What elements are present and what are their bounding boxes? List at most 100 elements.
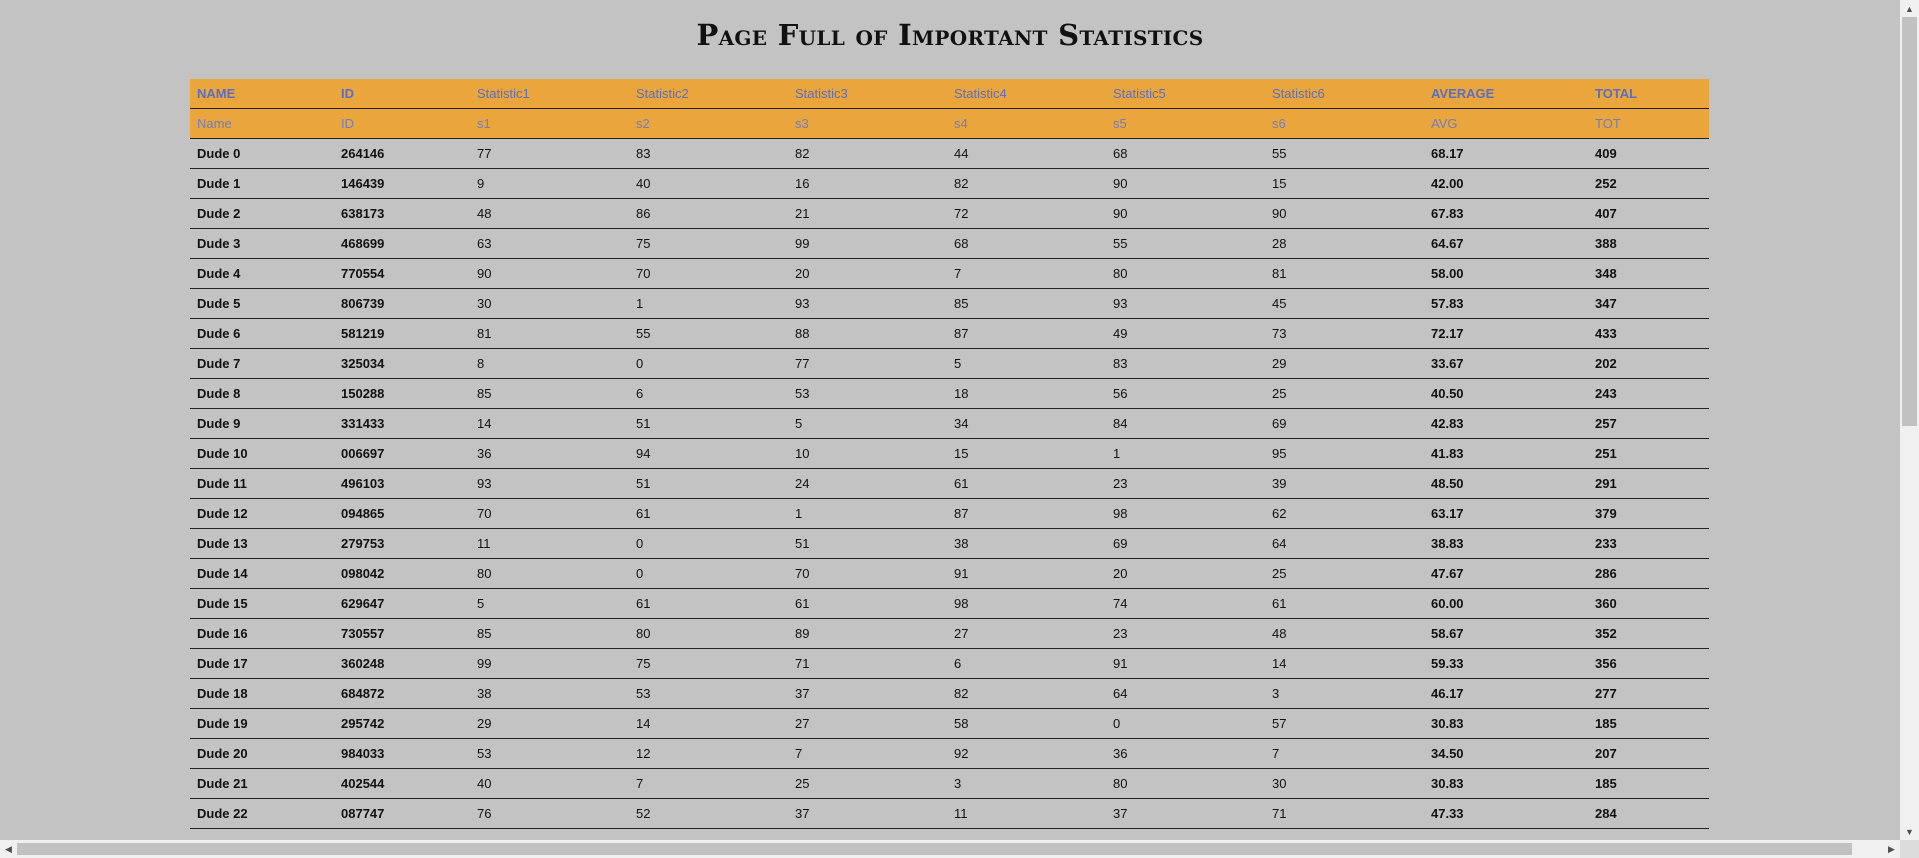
table-cell: 98: [1106, 498, 1265, 529]
table-cell: 24: [788, 468, 947, 499]
table-cell: 356: [1588, 648, 1709, 679]
table-cell: 243: [1588, 378, 1709, 409]
table-cell: Dude 8: [190, 378, 334, 409]
triangle-right-icon[interactable]: ▶: [1888, 843, 1895, 854]
table-cell: 9: [470, 168, 629, 199]
triangle-left-icon[interactable]: ◀: [5, 843, 12, 854]
horizontal-scroll-thumb[interactable]: [17, 843, 1852, 855]
table-cell: 0: [629, 348, 788, 379]
table-cell: 18: [947, 378, 1106, 409]
table-row: Dude 18 684872 38 53 37 82 64 3 46.17 277: [190, 678, 1709, 709]
table-cell: 55: [1106, 228, 1265, 259]
table-cell: 0: [629, 558, 788, 589]
column-code: TOT: [1588, 108, 1709, 139]
table-cell: Dude 22: [190, 798, 334, 829]
table-cell: 84: [1106, 408, 1265, 439]
table-cell: 60.00: [1424, 588, 1588, 619]
table-cell: 90: [470, 258, 629, 289]
table-cell: 44: [947, 138, 1106, 169]
table-cell: 99: [788, 228, 947, 259]
table-cell: 402544: [334, 768, 470, 799]
triangle-down-icon[interactable]: ▼: [1905, 826, 1914, 837]
table-row: Dude 22 087747 76 52 37 11 37 71 47.33 284: [190, 798, 1709, 829]
scrollbar-corner: [1900, 840, 1919, 858]
table-cell: Dude 3: [190, 228, 334, 259]
table-cell: 496103: [334, 468, 470, 499]
table-cell: 91: [1106, 648, 1265, 679]
table-cell: 42.00: [1424, 168, 1588, 199]
table-cell: 90: [1106, 168, 1265, 199]
table-cell: 984033: [334, 738, 470, 769]
table-cell: 53: [470, 738, 629, 769]
vertical-scrollbar[interactable]: ▲ ▼: [1900, 0, 1919, 840]
table-cell: 379: [1588, 498, 1709, 529]
table-row: Dude 2 638173 48 86 21 72 90 90 67.83 407: [190, 198, 1709, 229]
table-cell: 93: [788, 288, 947, 319]
table-cell: 81: [1265, 258, 1424, 289]
table-cell: 5: [947, 348, 1106, 379]
table-cell: 71: [788, 648, 947, 679]
table-cell: 93: [470, 468, 629, 499]
table-cell: 27: [947, 618, 1106, 649]
table-cell: 277: [1588, 678, 1709, 709]
table-cell: 233: [1588, 528, 1709, 559]
table-cell: 468699: [334, 228, 470, 259]
table-cell: Dude 12: [190, 498, 334, 529]
table-cell: Dude 7: [190, 348, 334, 379]
table-cell: 85: [470, 618, 629, 649]
table-cell: 95: [1265, 438, 1424, 469]
table-body: Dude 0 264146 77 83 82 44 68 55 68.17 409 Dude 1 14…: [190, 138, 1709, 829]
table-cell: 57: [1265, 708, 1424, 739]
table-cell: 7: [1265, 738, 1424, 769]
table-cell: 48: [470, 198, 629, 229]
table-cell: 69: [1106, 528, 1265, 559]
table-row: Dude 10 006697 36 94 10 15 1 95 41.83 251: [190, 438, 1709, 469]
table-cell: 360: [1588, 588, 1709, 619]
table-cell: 388: [1588, 228, 1709, 259]
table-cell: 87: [947, 318, 1106, 349]
table-cell: 58.00: [1424, 258, 1588, 289]
table-cell: 71: [1265, 798, 1424, 829]
table-cell: Dude 1: [190, 168, 334, 199]
table-cell: 146439: [334, 168, 470, 199]
table-cell: 94: [629, 438, 788, 469]
table-row: Dude 5 806739 30 1 93 85 93 45 57.83 347: [190, 288, 1709, 319]
table-cell: Dude 17: [190, 648, 334, 679]
table-cell: 1: [1106, 438, 1265, 469]
table-cell: 098042: [334, 558, 470, 589]
table-cell: 38.83: [1424, 528, 1588, 559]
table-cell: 51: [788, 528, 947, 559]
table-cell: Dude 11: [190, 468, 334, 499]
table-cell: 80: [629, 618, 788, 649]
table-row: Dude 12 094865 70 61 1 87 98 62 63.17 379: [190, 498, 1709, 529]
statistics-table: NAME ID Statistic1 Statistic2 Statistic3 Stat…: [190, 79, 1709, 829]
vertical-scroll-thumb[interactable]: [1902, 17, 1917, 426]
table-cell: 64.67: [1424, 228, 1588, 259]
table-cell: 25: [1265, 378, 1424, 409]
table-cell: 3: [1265, 678, 1424, 709]
table-cell: 20: [788, 258, 947, 289]
table-cell: 1: [629, 288, 788, 319]
table-cell: 68.17: [1424, 138, 1588, 169]
table-cell: Dude 9: [190, 408, 334, 439]
table-cell: 90: [1106, 198, 1265, 229]
table-row: Dude 3 468699 63 75 99 68 55 28 64.67 388: [190, 228, 1709, 259]
table-cell: 38: [947, 528, 1106, 559]
table-cell: 5: [788, 408, 947, 439]
table-cell: 20: [1106, 558, 1265, 589]
table-row: Dude 6 581219 81 55 88 87 49 73 72.17 433: [190, 318, 1709, 349]
horizontal-scrollbar[interactable]: ◀ ▶: [0, 840, 1900, 858]
table-cell: 72.17: [1424, 318, 1588, 349]
table-cell: 45: [1265, 288, 1424, 319]
table-cell: 77: [470, 138, 629, 169]
table-cell: 55: [629, 318, 788, 349]
table-cell: Dude 10: [190, 438, 334, 469]
table-cell: 61: [629, 498, 788, 529]
triangle-up-icon[interactable]: ▲: [1905, 3, 1914, 14]
table-cell: 087747: [334, 798, 470, 829]
table-cell: 257: [1588, 408, 1709, 439]
table-cell: 92: [947, 738, 1106, 769]
table-cell: 16: [788, 168, 947, 199]
table-cell: 82: [788, 138, 947, 169]
table-cell: 62: [1265, 498, 1424, 529]
